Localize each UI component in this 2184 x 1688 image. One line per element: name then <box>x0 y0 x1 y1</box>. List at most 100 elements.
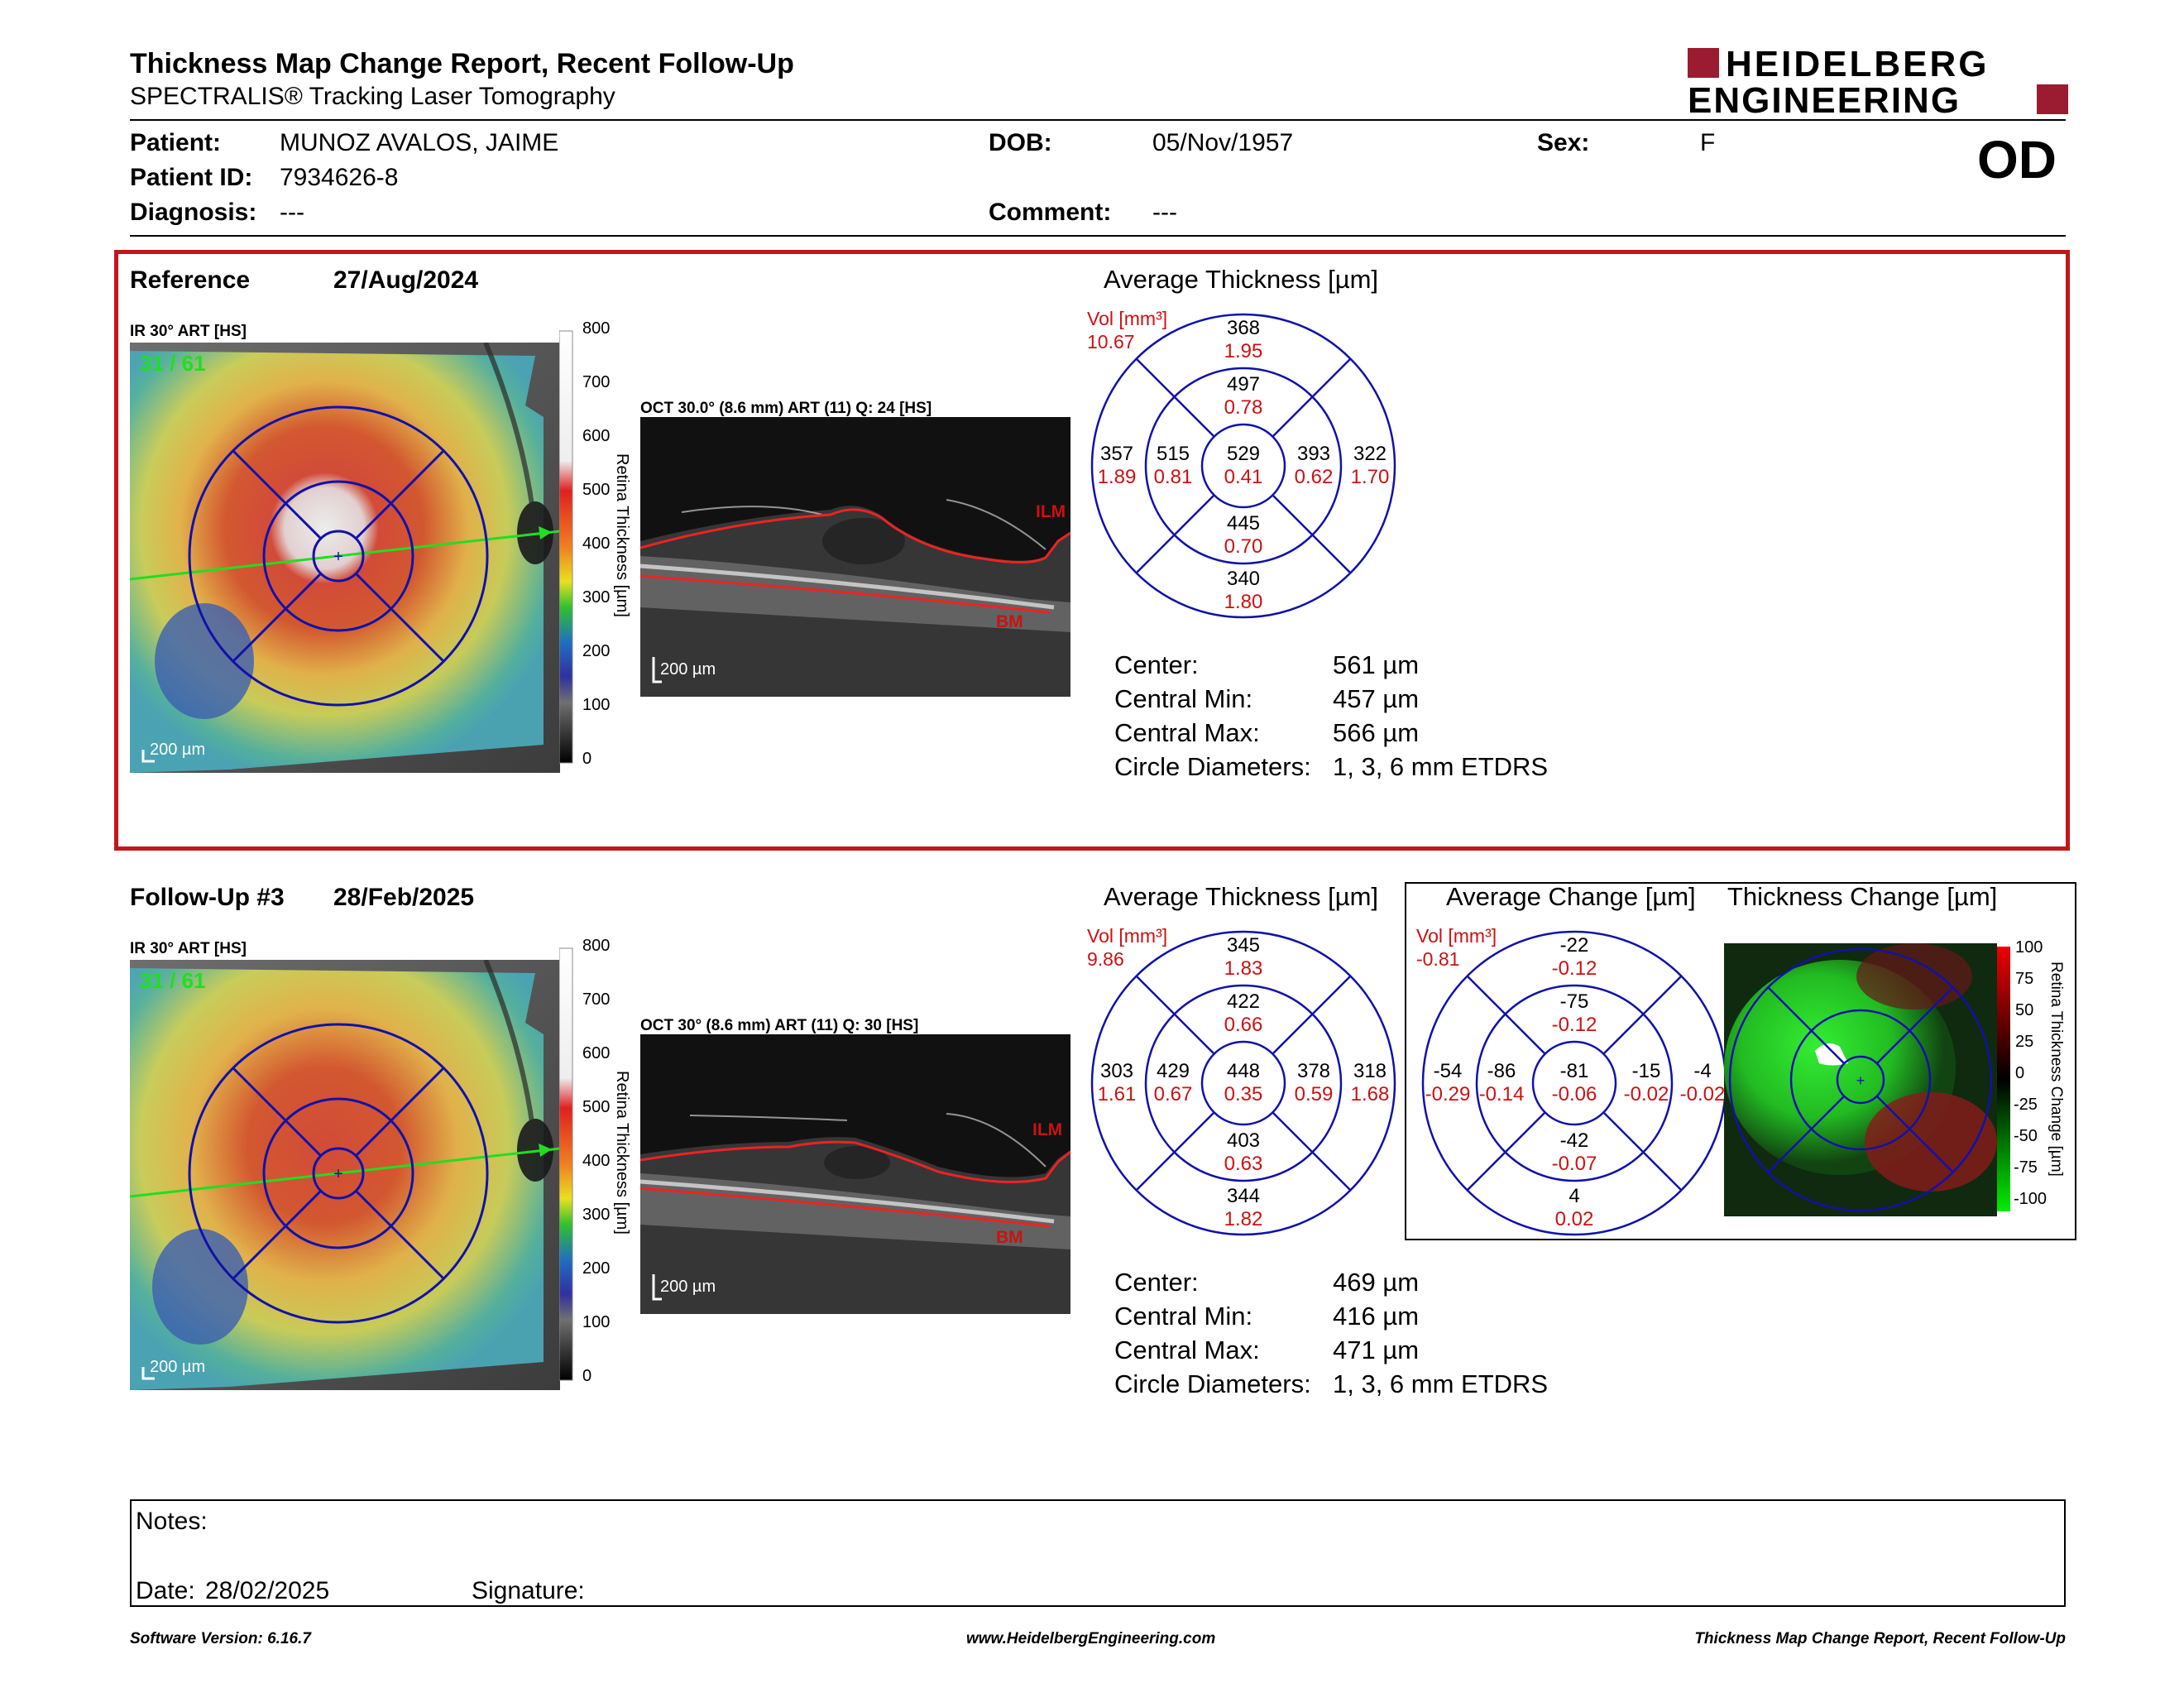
sector-value: -75 <box>1560 990 1589 1013</box>
reference-ir-label: IR 30° ART [HS] <box>130 323 247 340</box>
svg-text:Retina Thickness [µm]: Retina Thickness [µm] <box>613 453 631 617</box>
sector-value: 4 <box>1569 1185 1579 1207</box>
colorbar-tick: 0 <box>582 750 592 768</box>
sector-value: -81 <box>1560 1060 1589 1082</box>
sector-value: 448 <box>1227 1060 1260 1082</box>
followup-ilm-label: ILM <box>1032 1120 1062 1139</box>
change-colorbar <box>1997 947 2010 1211</box>
sex-label: Sex: <box>1537 129 1590 156</box>
followup-ir-image: + 31 / 61 200 µm <box>130 960 560 1390</box>
sector-volume: 0.35 <box>1224 1083 1263 1105</box>
reference-colorbar-title: Retina Thickness [µm] <box>612 453 637 652</box>
colorbar-tick: 100 <box>2015 938 2043 957</box>
stat-label: Circle Diameters: <box>1114 752 1311 781</box>
followup-colorbar-ticks: 800 700 600 500 400 300 200 100 0 <box>579 937 615 1392</box>
followup-grid-title: Average Thickness [µm] <box>1104 882 1379 911</box>
colorbar-tick: 100 <box>582 1313 611 1331</box>
reference-oct-image: ILM BM 200 µm <box>640 417 1070 697</box>
stat-value: 566 µm <box>1333 718 1420 747</box>
colorbar-tick: 200 <box>582 1259 611 1278</box>
colorbar-tick: -75 <box>2014 1158 2038 1177</box>
sector-volume: 0.67 <box>1154 1083 1193 1105</box>
colorbar-tick: 400 <box>582 535 611 553</box>
sector-volume: 1.70 <box>1351 466 1390 488</box>
sector-value: -42 <box>1560 1129 1589 1152</box>
colorbar-tick: 75 <box>2015 970 2034 988</box>
patient-divider <box>130 235 2066 237</box>
notes-box <box>130 1499 2066 1607</box>
colorbar-tick: 800 <box>582 319 611 338</box>
stat-label: Central Min: <box>1114 684 1253 713</box>
footer-report: Thickness Map Change Report, Recent Foll… <box>1694 1630 2066 1647</box>
comment-label: Comment: <box>989 199 1112 226</box>
reference-scale-bar: 200 µm <box>150 741 205 759</box>
logo-line1: HEIDELBERG <box>1726 46 1989 84</box>
colorbar-tick: 600 <box>582 427 611 445</box>
dob-value: 05/Nov/1957 <box>1152 129 1294 156</box>
colorbar-tick: 300 <box>582 1206 611 1224</box>
stat-label: Center: <box>1114 650 1199 679</box>
sector-volume: 1.80 <box>1224 591 1263 613</box>
followup-bm-label: BM <box>996 1228 1023 1247</box>
colorbar-tick: 500 <box>582 1098 611 1116</box>
sector-volume: 0.70 <box>1224 535 1263 558</box>
reference-colorbar <box>558 329 625 773</box>
sector-value: 429 <box>1157 1060 1190 1082</box>
thickness-change-map: + <box>1724 943 1997 1216</box>
sector-volume: -0.29 <box>1425 1083 1471 1105</box>
reference-ir-image: + 31 / 61 200 µm <box>130 343 560 773</box>
reference-grid-title: Average Thickness [µm] <box>1104 265 1379 294</box>
sector-volume: 0.66 <box>1224 1014 1263 1036</box>
svg-text:+: + <box>1856 1072 1866 1089</box>
colorbar-tick: 100 <box>582 696 611 714</box>
sector-value: 368 <box>1227 317 1260 339</box>
sector-value: 345 <box>1227 934 1260 957</box>
sector-value: -54 <box>1434 1060 1463 1082</box>
diagnosis-label: Diagnosis: <box>130 199 257 226</box>
followup-ir-label: IR 30° ART [HS] <box>130 940 247 957</box>
sector-value: 497 <box>1227 373 1260 396</box>
stat-value: 471 µm <box>1333 1336 1420 1364</box>
sector-volume: 0.02 <box>1555 1208 1594 1230</box>
header-divider <box>130 119 2066 121</box>
sector-value: 344 <box>1227 1185 1260 1207</box>
dob-label: DOB: <box>989 129 1052 156</box>
sector-value: 445 <box>1227 512 1260 535</box>
notes-date-label: Date: <box>136 1577 195 1604</box>
svg-text:+: + <box>333 1165 343 1183</box>
sector-value: 393 <box>1297 443 1330 465</box>
sector-volume: 1.83 <box>1224 957 1263 980</box>
colorbar-tick: 600 <box>582 1044 611 1062</box>
stat-value: 1, 3, 6 mm ETDRS <box>1333 752 1549 781</box>
change-vol-value: -0.81 <box>1416 948 1460 971</box>
followup-oct-label: OCT 30° (8.6 mm) ART (11) Q: 30 [HS] <box>640 1017 919 1034</box>
sector-value: 529 <box>1227 443 1260 465</box>
stat-value: 457 µm <box>1333 684 1420 713</box>
stat-value: 1, 3, 6 mm ETDRS <box>1333 1369 1549 1398</box>
svg-text:Retina Thickness Change [µm]: Retina Thickness Change [µm] <box>2048 961 2065 1177</box>
sector-value: -86 <box>1487 1060 1516 1082</box>
footer-url[interactable]: www.HeidelbergEngineering.com <box>966 1630 1216 1647</box>
sector-volume: 0.62 <box>1295 466 1334 488</box>
followup-vol-label: Vol [mm³] <box>1087 925 1168 947</box>
notes-date: 28/02/2025 <box>205 1577 330 1604</box>
stat-label: Central Max: <box>1114 1336 1260 1364</box>
sector-volume: 0.41 <box>1224 466 1263 488</box>
reference-colorbar-ticks: 800 700 600 500 400 300 200 100 0 <box>579 319 615 774</box>
stat-value: 416 µm <box>1333 1302 1420 1331</box>
sector-value: 318 <box>1353 1060 1387 1082</box>
signature-label: Signature: <box>472 1577 585 1604</box>
svg-text:+: + <box>333 548 343 566</box>
sector-value: 378 <box>1297 1060 1330 1082</box>
reference-bm-label: BM <box>996 612 1023 631</box>
sector-volume: -0.14 <box>1479 1083 1525 1105</box>
colorbar-tick: 700 <box>582 373 611 391</box>
followup-etdrs-grid: 345 1.83 422 0.66 448 0.35 429 0.67 378 … <box>1084 923 1406 1246</box>
sector-volume: 1.95 <box>1224 340 1263 362</box>
sector-volume: 0.78 <box>1224 396 1263 419</box>
change-map-title: Thickness Change [µm] <box>1727 882 1998 911</box>
change-vol-label: Vol [mm³] <box>1416 925 1497 947</box>
colorbar-tick: -50 <box>2014 1127 2038 1145</box>
comment-value: --- <box>1152 199 1177 226</box>
reference-ilm-label: ILM <box>1036 502 1066 521</box>
